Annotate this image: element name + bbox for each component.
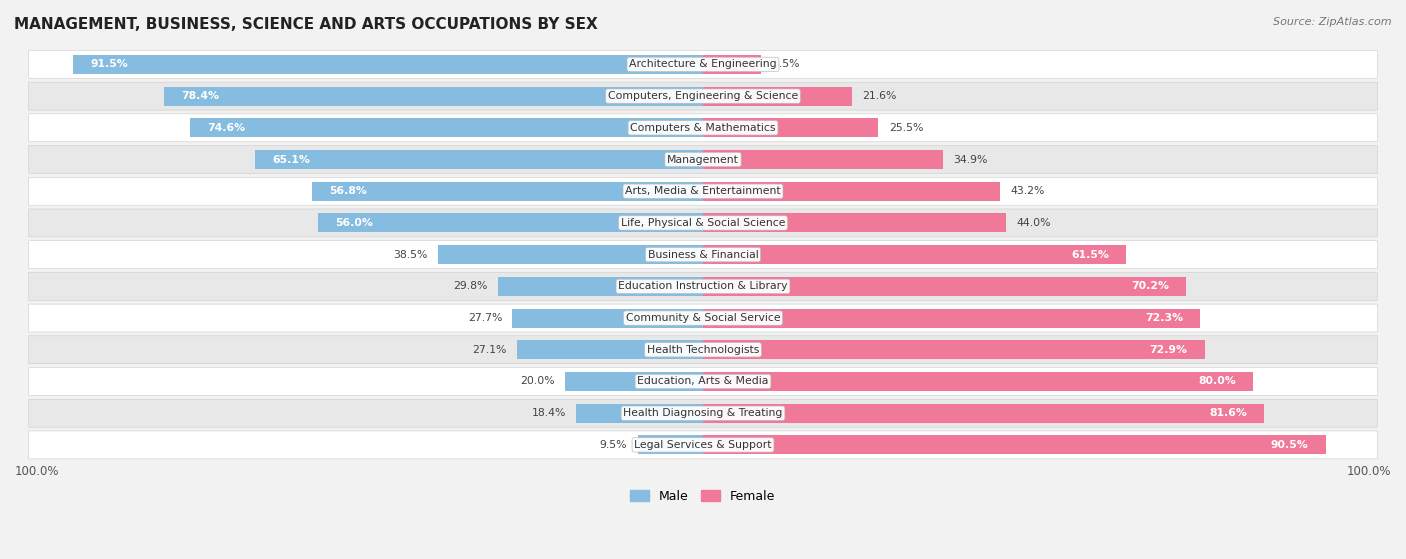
Bar [318,214,703,233]
Text: 80.0%: 80.0% [1198,376,1236,386]
Text: 44.0%: 44.0% [1017,218,1050,228]
Bar [703,150,943,169]
Text: Source: ZipAtlas.com: Source: ZipAtlas.com [1274,17,1392,27]
FancyBboxPatch shape [28,209,1378,237]
Text: Management: Management [666,154,740,164]
FancyBboxPatch shape [28,177,1378,205]
Bar [703,340,1205,359]
Text: 56.0%: 56.0% [335,218,373,228]
Text: Life, Physical & Social Science: Life, Physical & Social Science [621,218,785,228]
FancyBboxPatch shape [28,431,1378,459]
Text: Health Diagnosing & Treating: Health Diagnosing & Treating [623,408,783,418]
Text: 27.7%: 27.7% [468,313,502,323]
Bar [703,214,1005,233]
Text: Education Instruction & Library: Education Instruction & Library [619,281,787,291]
FancyBboxPatch shape [28,241,1378,268]
Text: 20.0%: 20.0% [520,376,555,386]
Text: Education, Arts & Media: Education, Arts & Media [637,376,769,386]
FancyBboxPatch shape [28,399,1378,427]
Bar [576,404,703,423]
Bar [516,340,703,359]
Text: 43.2%: 43.2% [1011,186,1045,196]
Text: Computers & Mathematics: Computers & Mathematics [630,123,776,133]
Text: Business & Financial: Business & Financial [648,250,758,259]
Text: 38.5%: 38.5% [394,250,427,259]
FancyBboxPatch shape [28,367,1378,395]
Text: Community & Social Service: Community & Social Service [626,313,780,323]
FancyBboxPatch shape [28,336,1378,364]
Text: 100.0%: 100.0% [15,465,59,479]
Bar [73,55,703,74]
Bar [703,245,1126,264]
Text: 18.4%: 18.4% [531,408,567,418]
Bar [498,277,703,296]
Text: 72.3%: 72.3% [1144,313,1184,323]
Bar [512,309,703,328]
Text: 34.9%: 34.9% [953,154,988,164]
Text: Architecture & Engineering: Architecture & Engineering [630,59,776,69]
FancyBboxPatch shape [28,304,1378,332]
Text: Computers, Engineering & Science: Computers, Engineering & Science [607,91,799,101]
Text: 78.4%: 78.4% [181,91,219,101]
Text: 25.5%: 25.5% [889,123,924,133]
Text: 8.5%: 8.5% [772,59,799,69]
FancyBboxPatch shape [28,145,1378,173]
FancyBboxPatch shape [28,82,1378,110]
Bar [565,372,703,391]
Text: 29.8%: 29.8% [453,281,488,291]
Text: 56.8%: 56.8% [329,186,367,196]
Bar [703,87,852,106]
Bar [190,119,703,138]
Bar [703,309,1201,328]
Text: 61.5%: 61.5% [1071,250,1109,259]
Text: Legal Services & Support: Legal Services & Support [634,440,772,450]
FancyBboxPatch shape [28,50,1378,78]
Text: 100.0%: 100.0% [1347,465,1391,479]
Text: 21.6%: 21.6% [862,91,896,101]
Bar [703,119,879,138]
Bar [638,435,703,454]
Text: 27.1%: 27.1% [472,345,506,355]
Text: 70.2%: 70.2% [1130,281,1168,291]
Text: 81.6%: 81.6% [1209,408,1247,418]
Bar [703,372,1253,391]
Bar [703,404,1264,423]
Text: 91.5%: 91.5% [90,59,128,69]
Bar [312,182,703,201]
Text: Arts, Media & Entertainment: Arts, Media & Entertainment [626,186,780,196]
Text: 74.6%: 74.6% [207,123,245,133]
Bar [163,87,703,106]
Bar [703,182,1000,201]
FancyBboxPatch shape [28,272,1378,300]
Text: Health Technologists: Health Technologists [647,345,759,355]
Bar [703,435,1326,454]
FancyBboxPatch shape [28,114,1378,142]
Legend: Male, Female: Male, Female [626,485,780,508]
Bar [703,277,1187,296]
Text: 72.9%: 72.9% [1149,345,1187,355]
Text: MANAGEMENT, BUSINESS, SCIENCE AND ARTS OCCUPATIONS BY SEX: MANAGEMENT, BUSINESS, SCIENCE AND ARTS O… [14,17,598,32]
Bar [439,245,703,264]
Text: 9.5%: 9.5% [600,440,627,450]
Bar [254,150,703,169]
Text: 90.5%: 90.5% [1271,440,1309,450]
Bar [703,55,762,74]
Text: 65.1%: 65.1% [273,154,311,164]
